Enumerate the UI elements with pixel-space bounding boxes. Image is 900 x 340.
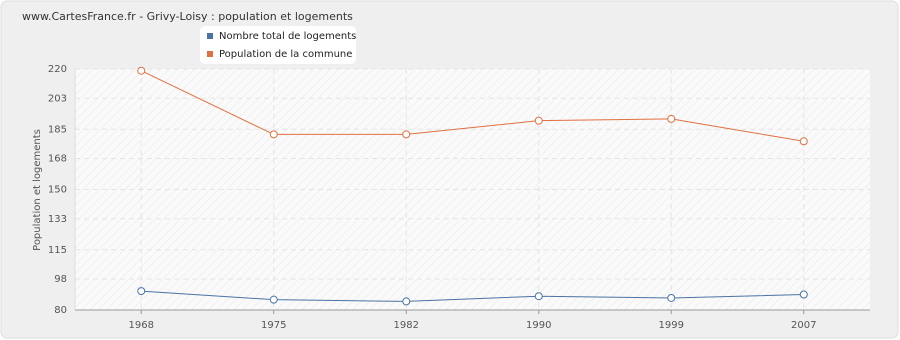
point — [667, 293, 676, 302]
point — [402, 297, 411, 306]
x-tick-label: 1982 — [394, 320, 419, 331]
y-tick-label: 133 — [48, 214, 67, 225]
legend — [200, 26, 356, 64]
y-axis-label: Population et logements — [32, 129, 43, 251]
x-tick-label: 1999 — [659, 320, 684, 331]
x-tick-label: 2007 — [791, 320, 816, 331]
legend-label: Nombre total de logements — [219, 31, 356, 42]
y-tick-label: 203 — [48, 93, 67, 104]
x-tick-label: 1968 — [129, 320, 154, 331]
point — [799, 137, 808, 146]
point — [667, 114, 676, 123]
y-tick-label: 220 — [48, 64, 67, 75]
point — [137, 287, 146, 296]
series-line — [141, 290, 804, 302]
point — [269, 295, 278, 304]
legend-swatch — [207, 33, 213, 39]
legend-label: Population de la commune — [219, 49, 352, 60]
chart-title: www.CartesFrance.fr - Grivy-Loisy : popu… — [22, 10, 353, 23]
point — [137, 66, 146, 75]
point — [402, 130, 411, 139]
series-line — [141, 70, 804, 142]
point — [799, 290, 808, 299]
y-tick-label: 98 — [54, 274, 67, 285]
y-tick-label: 80 — [54, 305, 67, 316]
point — [534, 116, 543, 125]
y-tick-label: 185 — [48, 124, 67, 135]
x-tick-label: 1990 — [526, 320, 551, 331]
y-tick-label: 115 — [48, 245, 67, 256]
point — [269, 130, 278, 139]
point — [534, 292, 543, 301]
x-tick-label: 1975 — [261, 320, 286, 331]
y-tick-label: 150 — [48, 185, 67, 196]
legend-swatch — [207, 51, 213, 57]
y-tick-label: 168 — [48, 154, 67, 165]
